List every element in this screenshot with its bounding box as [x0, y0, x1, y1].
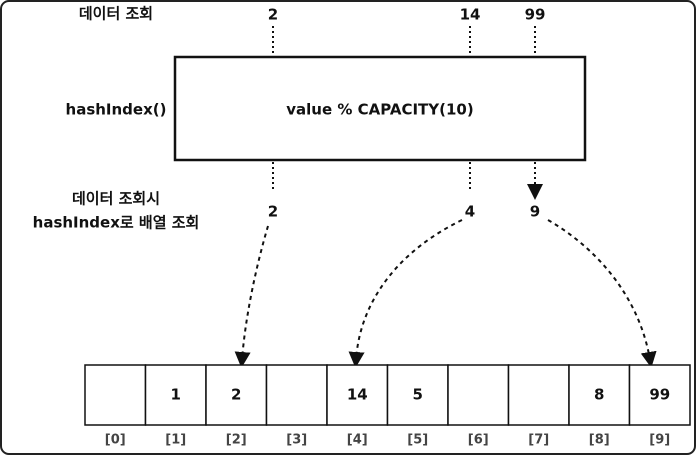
array-cell	[265, 364, 328, 426]
cell-index: [3]	[286, 433, 307, 448]
label-hash: hashIndex()	[66, 101, 167, 119]
array-cell	[326, 364, 389, 426]
array-cell	[447, 364, 510, 426]
input: 2	[268, 6, 278, 24]
array-cell	[205, 364, 268, 426]
array-cell	[507, 364, 570, 426]
cell-index: [5]	[407, 433, 428, 448]
cell-value: 2	[231, 386, 241, 404]
output: 9	[530, 203, 540, 221]
cell-index: [1]	[165, 433, 186, 448]
cell-value: 1	[171, 386, 181, 404]
cell-index: [6]	[468, 433, 489, 448]
label-array-lookup: 데이터 조회시	[72, 190, 160, 208]
array-cell	[628, 364, 691, 426]
array-cell	[568, 364, 631, 426]
cell-index: [7]	[528, 433, 549, 448]
input: 99	[525, 6, 546, 24]
input-line	[272, 26, 536, 57]
input: 14	[460, 6, 481, 24]
cell-value: 99	[649, 386, 670, 404]
array-cell	[84, 364, 147, 426]
cell-value: 5	[413, 386, 423, 404]
function-box	[173, 55, 587, 162]
array-cell	[386, 364, 449, 426]
lookup-arrow	[547, 219, 657, 368]
cell-value: 14	[347, 386, 368, 404]
cell-index: [0]	[105, 433, 126, 448]
cell-index: [9]	[649, 433, 670, 448]
label-lookup: 데이터 조회	[79, 5, 153, 23]
cell-index: [4]	[347, 433, 368, 448]
lookup-arrow	[234, 225, 269, 368]
output: 2	[268, 203, 278, 221]
function-text: value % CAPACITY(10)	[286, 101, 473, 119]
output-arrow	[272, 162, 535, 192]
cell-index: [8]	[589, 433, 610, 448]
lookup-arrow	[348, 219, 463, 368]
cell-value: 8	[594, 386, 604, 404]
cell-index: [2]	[226, 433, 247, 448]
output: 4	[465, 203, 475, 221]
label-array-lookup: hashIndex로 배열 조회	[33, 214, 200, 232]
